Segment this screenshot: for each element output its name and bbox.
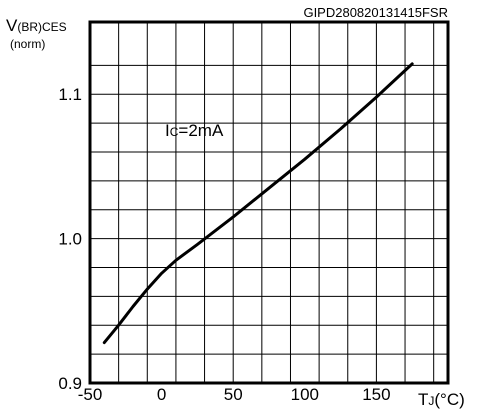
- x-tick-label: 100: [291, 385, 319, 404]
- svg-text:V(BR)CES: V(BR)CES: [6, 16, 67, 35]
- y-axis-label-sub: (BR)CES: [17, 20, 66, 34]
- y-axis-label-norm: (norm): [10, 37, 45, 51]
- y-axis-label-main: V: [6, 16, 18, 35]
- x-axis-label-main: T: [418, 390, 428, 409]
- series-line: [104, 64, 412, 343]
- y-tick-label: 1.0: [58, 230, 82, 249]
- svg-text:TJ(°C): TJ(°C): [418, 390, 465, 409]
- annotation: IC=2mA: [165, 121, 224, 140]
- grid-lines: [90, 22, 448, 383]
- y-tick-label: 1.1: [58, 85, 82, 104]
- code-label: GIPD280820131415FSR: [303, 5, 448, 20]
- curve-layer: [104, 64, 412, 343]
- annotation-rest: =2mA: [178, 121, 224, 140]
- x-tick-label: 0: [157, 385, 166, 404]
- annotation-sub: C: [170, 125, 179, 139]
- x-tick-label: 50: [224, 385, 243, 404]
- y-tick-label: 0.9: [58, 374, 82, 393]
- x-axis-label: TJ(°C): [418, 390, 465, 409]
- svg-text:IC=2mA: IC=2mA: [165, 121, 224, 140]
- y-axis-label: V(BR)CES (norm): [6, 16, 67, 51]
- plot-frame: [90, 22, 448, 383]
- x-axis-label-unit: (°C): [434, 390, 464, 409]
- x-tick-label: 150: [362, 385, 390, 404]
